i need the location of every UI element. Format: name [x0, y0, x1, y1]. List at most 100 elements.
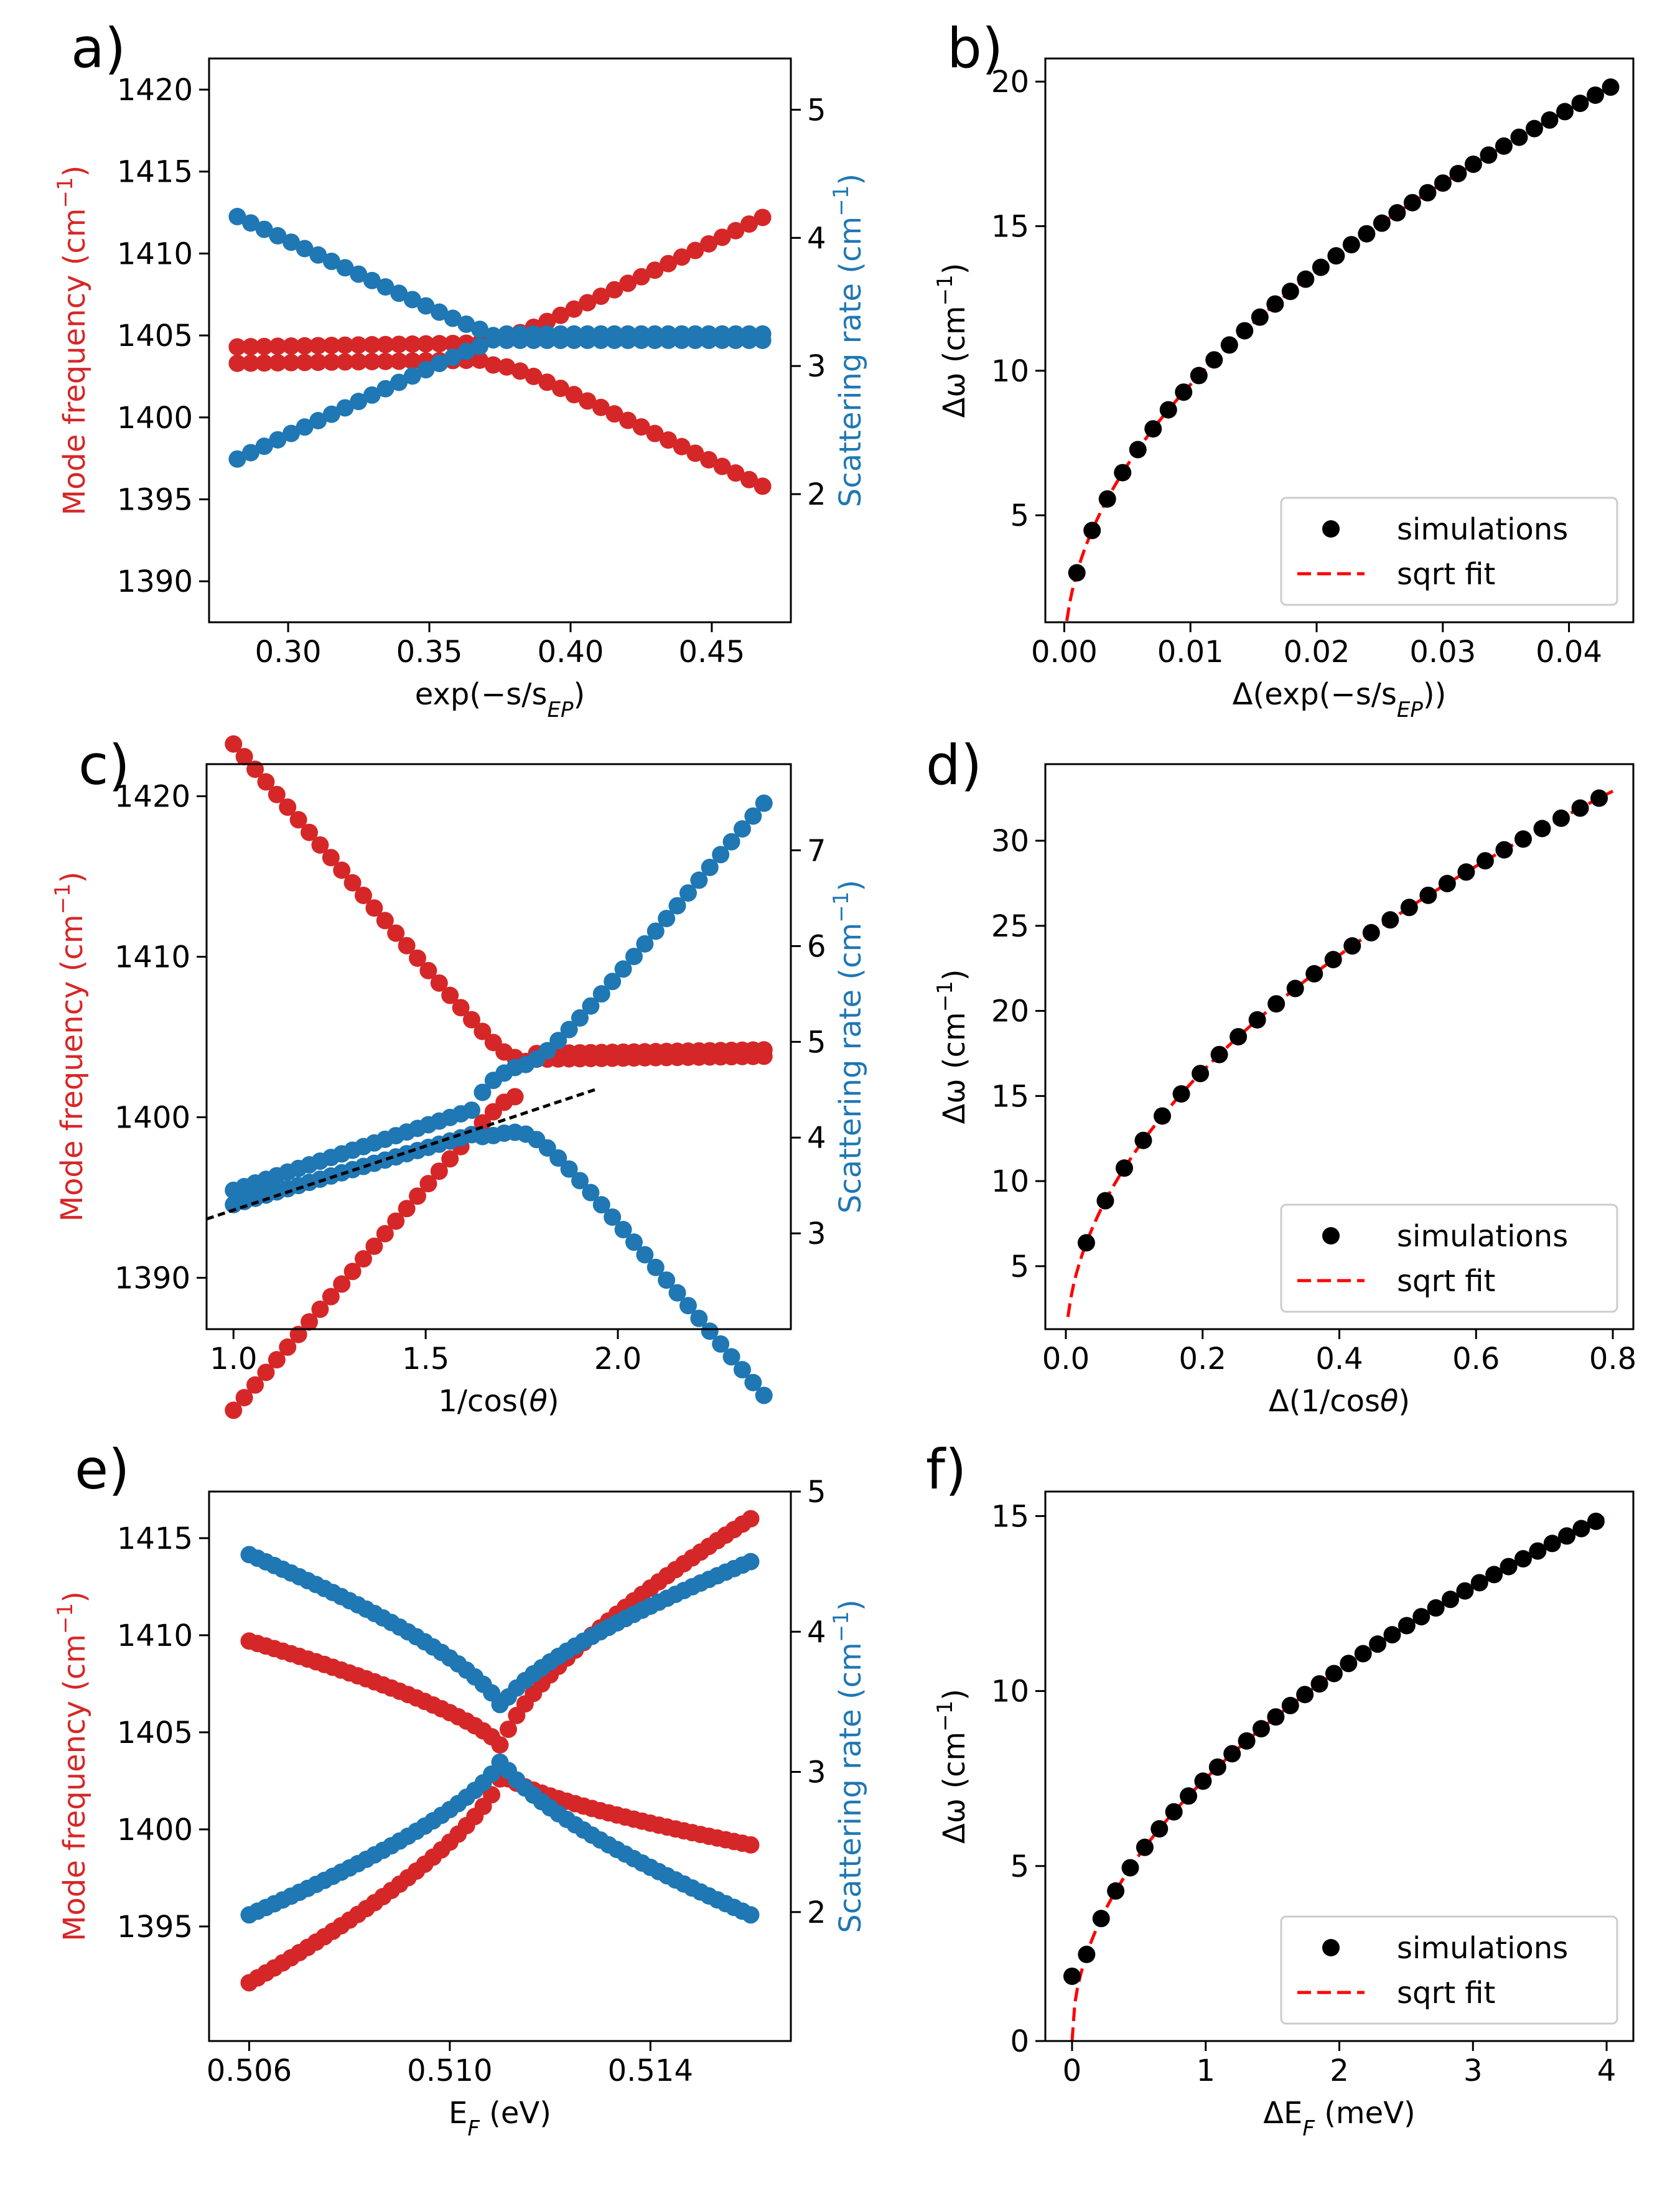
panel-c-point: [592, 1196, 610, 1214]
panel-b-xtick-label: 0.04: [1536, 635, 1602, 670]
panel-b-xtick-label: 0.02: [1284, 635, 1350, 670]
panel-a-point: [619, 332, 637, 349]
panel-a-point: [673, 248, 691, 266]
panel-c-series-scattering-rate-upper: [225, 794, 773, 1199]
panel-c-point: [279, 798, 297, 816]
panel-c-point: [614, 960, 632, 978]
panel-a-point: [565, 332, 583, 349]
panel-a-point: [660, 332, 678, 349]
panel-c-point: [712, 1335, 730, 1353]
panel-c-point: [658, 1271, 676, 1289]
panel-c-xtick-label: 1.5: [402, 1342, 449, 1376]
panel-e-ytick-label: 1410: [117, 1618, 193, 1653]
panel-a: 0.30 0.35 0.40 0.45 1390 1395 1400 1405 1410 1415…: [53, 16, 868, 722]
panel-d-sim-point: [1305, 965, 1323, 983]
panel-a-ylabel-right-close: ): [833, 174, 868, 185]
panel-e-ytick-right-label: 5: [807, 1475, 826, 1510]
panel-b-sim-point: [1449, 164, 1467, 182]
panel-a-point: [605, 281, 623, 299]
panel-a-point: [390, 284, 408, 302]
panel-a-point: [686, 241, 704, 259]
panel-d-sim-point: [1210, 1045, 1228, 1063]
panel-a-ylabel-right-sup: −1: [829, 185, 854, 217]
panel-d-xtick-label: 0.0: [1042, 1342, 1090, 1376]
panel-a-point: [754, 332, 772, 349]
panel-b-ytick-label: 10: [991, 354, 1029, 389]
panel-f-sim-point: [1165, 1803, 1183, 1821]
panel-c-point: [333, 1275, 351, 1293]
panel-d-sim-point: [1495, 841, 1513, 859]
panel-a-point: [727, 222, 745, 240]
panel-a-point: [579, 392, 597, 410]
panel-f-sim-point: [1354, 1645, 1372, 1663]
panel-a-point: [565, 300, 583, 318]
panel-a-xtick-label: 0.30: [255, 635, 322, 670]
panel-b-sim-point: [1098, 490, 1116, 508]
panel-c-point: [755, 794, 773, 812]
panel-c-point: [441, 1150, 459, 1168]
panel-e-xlabel: E: [449, 2096, 467, 2131]
panel-b-legend: simulations sqrt fit: [1280, 497, 1618, 606]
panel-c-point: [225, 1401, 243, 1419]
panel-d-sim-point: [1267, 995, 1286, 1013]
panel-f-sim-point: [1340, 1655, 1358, 1673]
panel-e: 0.506 0.510 0.514 1395 1400 1405 1410 1415 2 3 4 5 e…: [53, 1437, 868, 2141]
panel-c-yaxis-right-title: Scattering rate (cm−1): [829, 880, 868, 1213]
panel-c-point: [463, 1011, 481, 1029]
panel-a-point: [484, 356, 502, 374]
panel-c-point: [679, 884, 697, 902]
panel-a-point: [296, 240, 314, 258]
panel-a-xtick-label: 0.35: [396, 635, 463, 670]
panel-a-point: [484, 327, 502, 345]
panel-a-point: [336, 259, 354, 277]
panel-a-point: [700, 451, 718, 469]
panel-c-point: [625, 948, 643, 966]
panel-a-point: [336, 353, 354, 371]
panel-d-legend-sqrt-fit: sqrt fit: [1397, 1264, 1495, 1299]
panel-c-point: [733, 1361, 751, 1379]
panel-e-ylabel-left-close: ): [57, 1591, 92, 1603]
panel-c-point: [409, 1187, 427, 1205]
panel-f-sim-point: [1078, 1945, 1096, 1963]
panel-c-xlabel-suffix: ): [548, 1384, 559, 1419]
panel-a-point: [390, 352, 408, 370]
panel-a-point: [390, 373, 408, 391]
panel-c-point: [744, 807, 762, 825]
panel-a-point: [390, 335, 408, 353]
panel-a-point: [592, 287, 610, 306]
panel-f-xlabel-sub: F: [1302, 2116, 1315, 2141]
panel-f-legend-sim-marker: [1322, 1939, 1340, 1956]
panel-d-sim-point: [1590, 789, 1608, 807]
panel-b-legend-simulations: simulations: [1397, 512, 1568, 547]
panel-d-sim-point: [1476, 852, 1494, 870]
panel-e-ytick-right-label: 4: [807, 1615, 826, 1650]
panel-b-ytick-label: 5: [1010, 498, 1029, 533]
panel-a-point: [255, 220, 273, 238]
panel-d-ylabel-sup: −1: [933, 981, 958, 1012]
panel-a-point: [660, 431, 678, 449]
panel-c-xlabel-theta: θ: [530, 1384, 548, 1419]
panel-a-point: [417, 335, 435, 353]
panel-d-sim-point: [1438, 874, 1456, 892]
panel-f-sim-point: [1572, 1520, 1590, 1538]
panel-f-ylabel-close: ): [937, 1689, 972, 1701]
panel-c-point: [301, 823, 319, 841]
panel-c-point: [506, 1088, 524, 1106]
panel-a-frame: [208, 57, 792, 624]
panel-f-sim-point: [1558, 1527, 1576, 1545]
panel-f-xtick-label: 2: [1330, 2053, 1349, 2088]
panel-a-point: [551, 380, 569, 398]
panel-a-ytick-label: 1420: [117, 73, 193, 108]
panel-a-point: [363, 353, 381, 371]
panel-f-ytick-label: 10: [991, 1675, 1029, 1709]
panel-c-point: [646, 922, 665, 940]
panel-c-point: [235, 747, 253, 765]
panel-f-xtick-label: 4: [1597, 2053, 1617, 2088]
panel-a-point: [551, 306, 569, 324]
panel-b-ylabel-sup: −1: [933, 274, 958, 306]
panel-a-point: [296, 418, 314, 436]
panel-c-point: [560, 1021, 578, 1039]
panel-d-simulations: [1077, 789, 1608, 1252]
panel-c-point: [690, 1309, 708, 1327]
panel-c-point: [560, 1160, 578, 1178]
